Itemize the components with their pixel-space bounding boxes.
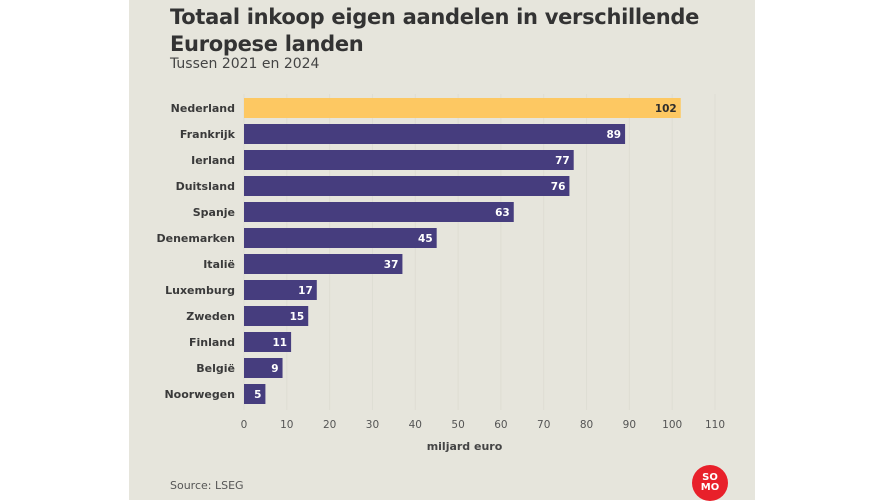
logo-line-1: SO bbox=[702, 472, 718, 483]
value-label: 89 bbox=[606, 129, 621, 141]
bar-belgië bbox=[244, 358, 283, 378]
category-label: Noorwegen bbox=[164, 388, 235, 401]
bar-italië bbox=[244, 254, 403, 274]
x-tick-label: 30 bbox=[366, 419, 379, 431]
logo-line-2: MO bbox=[700, 482, 720, 493]
category-label: Nederland bbox=[171, 102, 235, 115]
x-tick-label: 0 bbox=[241, 419, 248, 431]
somo-logo: SO MO bbox=[692, 465, 728, 501]
value-label: 37 bbox=[384, 259, 399, 271]
value-label: 17 bbox=[298, 285, 313, 297]
value-label: 11 bbox=[272, 337, 287, 349]
category-label: Luxemburg bbox=[165, 284, 235, 297]
value-label: 63 bbox=[495, 207, 510, 219]
bar-duitsland bbox=[244, 176, 570, 196]
value-label: 45 bbox=[418, 233, 433, 245]
value-label: 76 bbox=[551, 181, 566, 193]
category-label: België bbox=[196, 362, 235, 375]
x-tick-label: 60 bbox=[494, 419, 507, 431]
bar-chart: Nederland 102 Frankrijk 89 Ierland 77 Duitslan… bbox=[156, 94, 725, 453]
category-label: Zweden bbox=[186, 310, 235, 323]
bar-spanje bbox=[244, 202, 514, 222]
value-label: 77 bbox=[555, 155, 570, 167]
category-label: Italië bbox=[203, 258, 235, 271]
category-label: Duitsland bbox=[176, 180, 235, 193]
bar-noorwegen bbox=[244, 384, 266, 404]
bar-ierland bbox=[244, 150, 574, 170]
bar-finland bbox=[244, 332, 292, 352]
x-tick-label: 70 bbox=[537, 419, 550, 431]
x-tick-label: 50 bbox=[451, 419, 464, 431]
x-tick-label: 20 bbox=[323, 419, 336, 431]
x-tick-label: 90 bbox=[623, 419, 636, 431]
x-tick-label: 10 bbox=[280, 419, 293, 431]
value-label: 102 bbox=[655, 103, 677, 115]
value-label: 9 bbox=[271, 363, 278, 375]
bar-zweden bbox=[244, 306, 309, 326]
x-tick-label: 100 bbox=[662, 419, 682, 431]
bar-frankrijk bbox=[244, 124, 626, 144]
chart-title: Totaal inkoop eigen aandelen in verschil… bbox=[170, 5, 700, 56]
x-tick-label: 40 bbox=[409, 419, 422, 431]
chart-subtitle: Tussen 2021 en 2024 bbox=[170, 56, 320, 72]
x-tick-label: 110 bbox=[705, 419, 725, 431]
category-label: Finland bbox=[189, 336, 235, 349]
value-label: 5 bbox=[254, 389, 261, 401]
category-label: Denemarken bbox=[156, 232, 235, 245]
bar-luxemburg bbox=[244, 280, 317, 300]
chart-panel: Totaal inkoop eigen aandelen in verschil… bbox=[129, 0, 755, 501]
source-note: Source: LSEG bbox=[170, 479, 244, 492]
category-label: Spanje bbox=[193, 206, 235, 219]
x-tick-label: 80 bbox=[580, 419, 593, 431]
bar-denemarken bbox=[244, 228, 437, 248]
category-label: Ierland bbox=[191, 154, 235, 167]
x-axis-label: miljard euro bbox=[427, 440, 503, 453]
value-label: 15 bbox=[290, 311, 305, 323]
category-label: Frankrijk bbox=[180, 128, 236, 141]
bar-nederland bbox=[244, 98, 681, 118]
